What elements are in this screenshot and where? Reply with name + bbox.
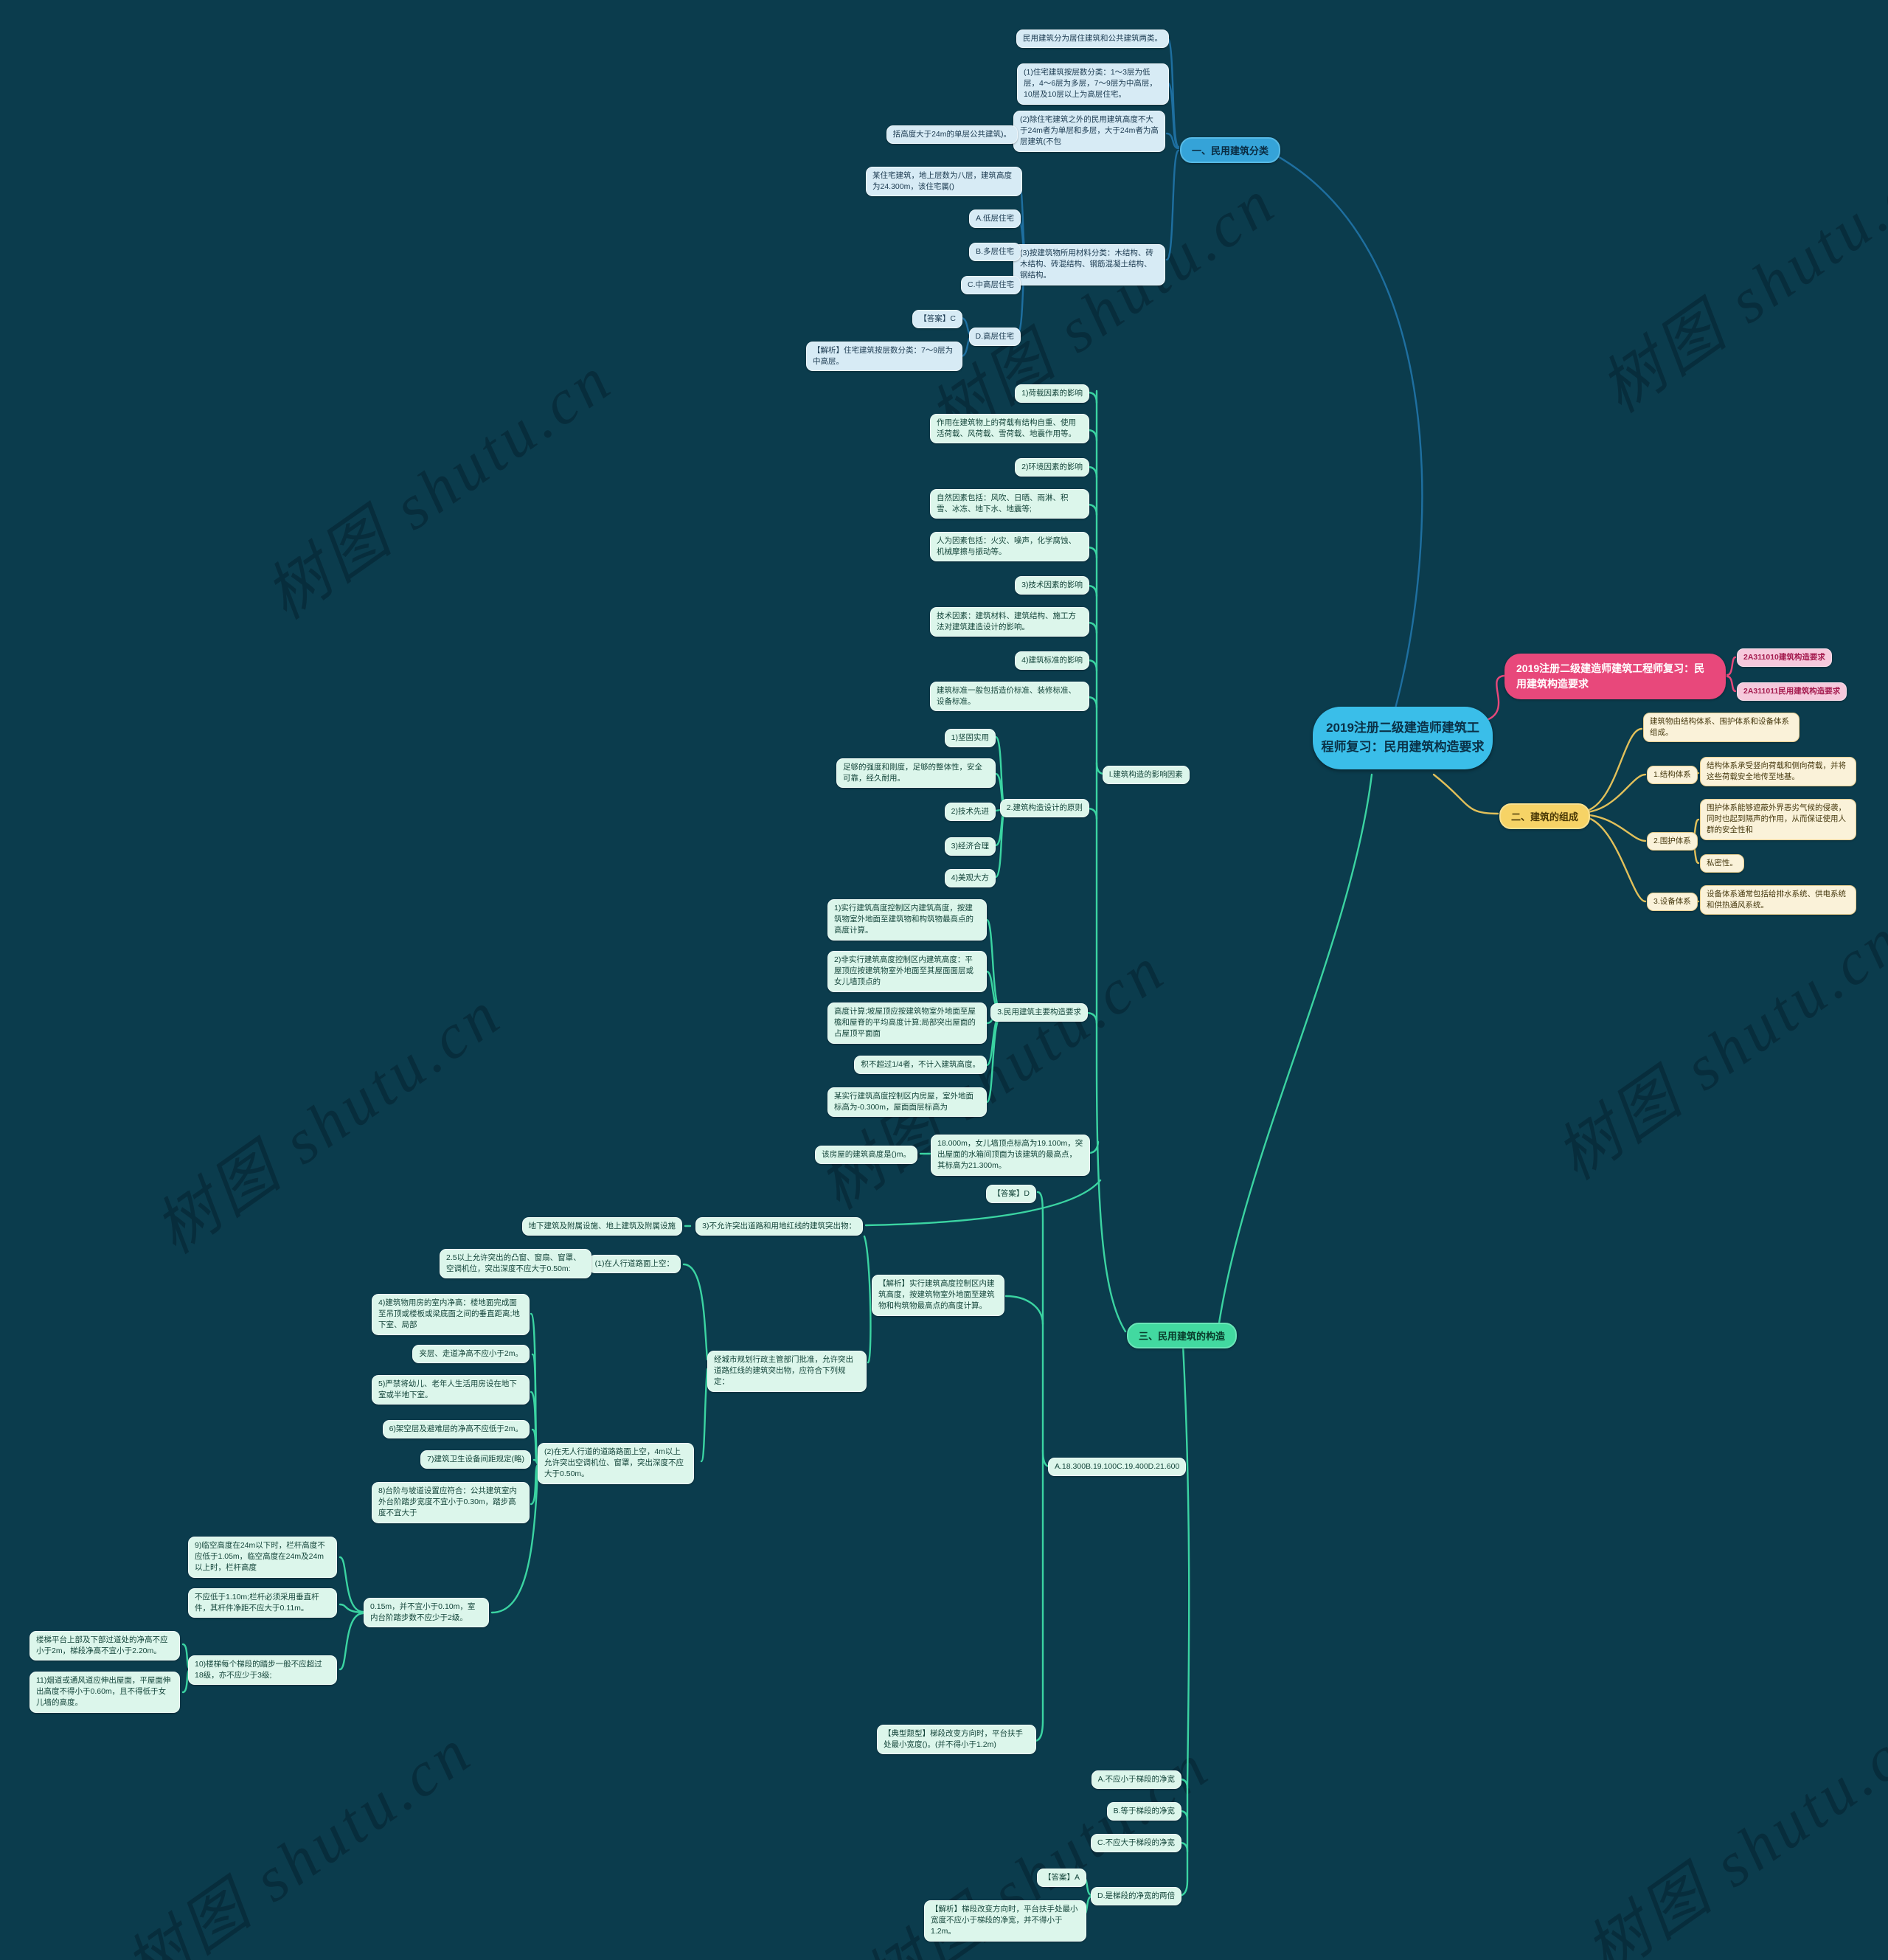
node-factor-technology[interactable]: 3)技术因素的影响 <box>1015 576 1089 595</box>
node-req-clear-height[interactable]: 4)建筑物用房的室内净高：楼地面完成面至吊顶或楼板或梁底面之间的垂直距离;地下室… <box>372 1294 530 1335</box>
node-factors-label[interactable]: l.建筑构造的影响因素 <box>1103 766 1190 785</box>
node-req-no-sidewalk[interactable]: (2)在无人行道的道路路面上空，4m以上允许突出空调机位、窗罩，突出深度不应大于… <box>538 1443 694 1484</box>
node-factor-environment[interactable]: 2)环境因素的影响 <box>1015 458 1089 477</box>
node-principle-beautiful[interactable]: 4)美观大方 <box>944 869 996 888</box>
node-req-protrusion-rule[interactable]: 经城市规划行政主管部门批准，允许突出道路红线的建筑突出物，应符合下列规定： <box>707 1351 867 1392</box>
node-option-b[interactable]: B.多层住宅 <box>969 243 1021 262</box>
node-ex-options[interactable]: A.18.300B.19.100C.19.400D.21.600 <box>1048 1458 1187 1477</box>
node-envelope-system-desc[interactable]: 围护体系能够遮蔽外界恶劣气候的侵袭，同时也起到隔声的作用，从而保证使用人群的安全… <box>1700 799 1856 840</box>
node-req-flue[interactable]: 11)烟道或通风道应伸出屋面，平屋面伸出高度不得小于0.60m，且不得低于女儿墙… <box>30 1672 180 1713</box>
node-ref-2a311011[interactable]: 2A311011民用建筑构造要求 <box>1737 682 1847 702</box>
node-classification-by-height[interactable]: (2)除住宅建筑之外的民用建筑高度不大于24m者为单层和多层，大于24m者为高层… <box>1013 111 1165 152</box>
node-req-basement-ban[interactable]: 5)严禁将幼儿、老年人生活用房设在地下室或半地下室。 <box>372 1375 530 1405</box>
node-req-quarter-rule[interactable]: 积不超过1/4者，不计入建筑高度。 <box>854 1056 987 1075</box>
node-req-sidewalk-desc[interactable]: 2.5以上允许突出的凸窗、窗扇、窗罩、空调机位，突出深度不应大于0.50m: <box>440 1249 591 1279</box>
node-factor-manmade[interactable]: 人为因素包括：火灾、噪声，化学腐蚀、机械摩擦与振动等。 <box>930 532 1089 562</box>
branch-reference[interactable]: 2019注册二级建造师建筑工程师复习：民用建筑构造要求 <box>1504 654 1726 699</box>
node-factor-standard[interactable]: 4)建筑标准的影响 <box>1015 651 1089 671</box>
node-ex-question-part3[interactable]: 该房屋的建筑高度是()m。 <box>815 1146 917 1165</box>
node-typical-option-c[interactable]: C.不应大于梯段的净宽 <box>1091 1834 1181 1853</box>
node-req-railing-cont[interactable]: 不应低于1.10m;栏杆必须采用垂直杆件，其杆件净距不应大于0.11m。 <box>188 1588 337 1618</box>
node-ex-answer-d[interactable]: 【答案】D <box>986 1185 1036 1204</box>
node-classification-intro[interactable]: 民用建筑分为居住建筑和公共建筑两类。 <box>1016 30 1169 49</box>
node-question-residential[interactable]: 某住宅建筑，地上层数为八层，建筑高度为24.300m，该住宅属() <box>866 167 1022 197</box>
node-structure-system-desc[interactable]: 结构体系承受竖向荷载和侧向荷载，并将这些荷载安全地传至地基。 <box>1700 757 1856 787</box>
node-req-clear-height-cont[interactable]: 夹层、走道净高不应小于2m。 <box>412 1345 530 1364</box>
node-classification-by-material[interactable]: (3)按建筑物所用材料分类：木结构、砖木结构、砖混结构、钢筋混凝土结构、钢结构。 <box>1013 244 1165 285</box>
node-req-protrusion[interactable]: 3)不允许突出道路和用地红线的建筑突出物： <box>695 1217 863 1236</box>
pink-branch-connectors <box>1485 656 1737 721</box>
node-req-steps-cont[interactable]: 0.15m，并不宜小于0.10m，室内台阶踏步数不应少于2级。 <box>364 1598 489 1628</box>
branch-classification[interactable]: 一、民用建筑分类 <box>1180 137 1281 163</box>
node-ex-question-part1[interactable]: 某实行建筑高度控制区内房屋，室外地面标高为-0.300m，屋面面层标高为 <box>827 1087 987 1118</box>
node-ex-question-part2[interactable]: 18.000m，女儿墙顶点标高为19.100m，突出屋面的水箱间顶面为该建筑的最… <box>931 1135 1090 1176</box>
node-req-sidewalk[interactable]: (1)在人行道路面上空： <box>588 1255 681 1274</box>
branch-composition[interactable]: 二、建筑的组成 <box>1499 803 1591 829</box>
node-classification-by-height-cont[interactable]: 括高度大于24m的单层公共建筑)。 <box>886 125 1018 145</box>
node-envelope-system[interactable]: 2.围护体系 <box>1647 832 1698 851</box>
node-equipment-system-desc[interactable]: 设备体系通常包括给排水系统、供电系统和供热通风系统。 <box>1700 885 1856 915</box>
node-principles-label[interactable]: 2.建筑构造设计的原则 <box>999 799 1089 818</box>
node-req-stilt-floor[interactable]: 6)架空层及避难层的净高不应低于2m。 <box>382 1420 530 1439</box>
node-req-steps[interactable]: 8)台阶与坡道设置应符合：公共建筑室内外台阶踏步宽度不宜小于0.30m，踏步高度… <box>372 1482 530 1523</box>
node-classification-by-storeys[interactable]: (1)住宅建筑按层数分类：1～3层为低层，4～6层为多层，7～9层为中高层，10… <box>1017 63 1169 105</box>
node-req-height-control[interactable]: 1)实行建筑高度控制区内建筑高度，按建筑物室外地面至建筑物和构筑物最高点的高度计… <box>827 899 987 941</box>
node-req-protrusion-scope[interactable]: 地下建筑及附属设施、地上建筑及附属设施 <box>521 1217 682 1236</box>
node-structure-system[interactable]: 1.结构体系 <box>1647 766 1698 785</box>
node-factor-load[interactable]: 1)荷载因素的影响 <box>1015 384 1089 404</box>
node-req-railing[interactable]: 9)临空高度在24m以下时，栏杆高度不应低于1.05m，临空高度在24m及24m… <box>188 1537 337 1578</box>
node-answer-c[interactable]: 【答案】C <box>912 310 962 329</box>
node-analysis-c[interactable]: 【解析】住宅建筑按层数分类：7～9层为中高层。 <box>806 342 962 372</box>
node-factor-load-desc[interactable]: 作用在建筑物上的荷载有结构自重、使用活荷载、风荷载、雪荷载、地震作用等。 <box>930 414 1089 444</box>
node-factor-natural[interactable]: 自然因素包括：风吹、日晒、雨淋、积雪、冰冻、地下水、地震等; <box>930 489 1089 519</box>
node-equipment-system[interactable]: 3.设备体系 <box>1647 893 1698 912</box>
node-factor-technology-desc[interactable]: 技术因素：建筑材料、建筑结构、施工方法对建筑建造设计的影响。 <box>930 607 1089 637</box>
node-req-sanitary[interactable]: 7)建筑卫生设备间距规定(略) <box>420 1450 531 1469</box>
node-ex-analysis-d[interactable]: 【解析】实行建筑高度控制区内建筑高度，按建筑物室外地面至建筑物和构筑物最高点的高… <box>872 1275 1004 1316</box>
node-typical-option-b[interactable]: B.等于梯段的净宽 <box>1106 1802 1181 1821</box>
node-typical-option-a[interactable]: A.不应小于梯段的净宽 <box>1091 1770 1181 1790</box>
node-option-c[interactable]: C.中高层住宅 <box>961 276 1021 295</box>
node-typical-question[interactable]: 【典型题型】梯段改变方向时，平台扶手处最小宽度()。(并不得小于1.2m) <box>877 1725 1036 1755</box>
green-branch-connectors <box>181 389 1373 1916</box>
node-req-height-noncontrol-cont[interactable]: 高度计算;坡屋顶应按建筑物室外地面至屋檐和屋脊的平均高度计算;局部突出屋面的占屋… <box>827 1002 987 1044</box>
node-requirements-label[interactable]: 3.民用建筑主要构造要求 <box>990 1003 1088 1022</box>
central-topic[interactable]: 2019注册二级建造师建筑工程师复习：民用建筑构造要求 <box>1313 707 1493 769</box>
node-envelope-system-desc2[interactable]: 私密性。 <box>1700 854 1744 873</box>
node-factor-standard-desc[interactable]: 建筑标准一般包括造价标准、装修标准、设备标准。 <box>930 682 1089 712</box>
node-principle-solid-desc[interactable]: 足够的强度和刚度，足够的整体性，安全可靠，经久耐用。 <box>836 758 996 789</box>
node-ref-2a311010[interactable]: 2A311010建筑构造要求 <box>1737 648 1832 668</box>
node-option-d[interactable]: D.高层住宅 <box>968 328 1021 347</box>
node-req-stair-steps[interactable]: 10)楼梯每个梯段的踏步一般不应超过18级，亦不应少于3级; <box>188 1655 337 1686</box>
node-typical-option-d[interactable]: D.是梯段的净宽的两倍 <box>1091 1887 1181 1906</box>
branch-construction[interactable]: 三、民用建筑的构造 <box>1127 1323 1238 1348</box>
node-typical-analysis[interactable]: 【解析】梯段改变方向时，平台扶手处最小宽度不应小于梯段的净宽，并不得小于1.2m… <box>924 1900 1086 1942</box>
node-typical-answer[interactable]: 【答案】A <box>1036 1869 1086 1888</box>
node-req-landing-height[interactable]: 楼梯平台上部及下部过道处的净高不应小于2m，梯段净高不宜小于2.20m。 <box>30 1631 180 1661</box>
node-option-a[interactable]: A.低层住宅 <box>969 209 1021 229</box>
node-composition-intro[interactable]: 建筑物由结构体系、围护体系和设备体系组成。 <box>1643 713 1800 743</box>
node-req-height-noncontrol[interactable]: 2)非实行建筑高度控制区内建筑高度：平屋顶应按建筑物室外地面至其屋面面层或女儿墙… <box>827 951 987 992</box>
node-principle-advanced[interactable]: 2)技术先进 <box>944 803 996 822</box>
node-principle-economic[interactable]: 3)经济合理 <box>944 837 996 856</box>
node-principle-solid[interactable]: 1)坚固实用 <box>944 729 996 748</box>
